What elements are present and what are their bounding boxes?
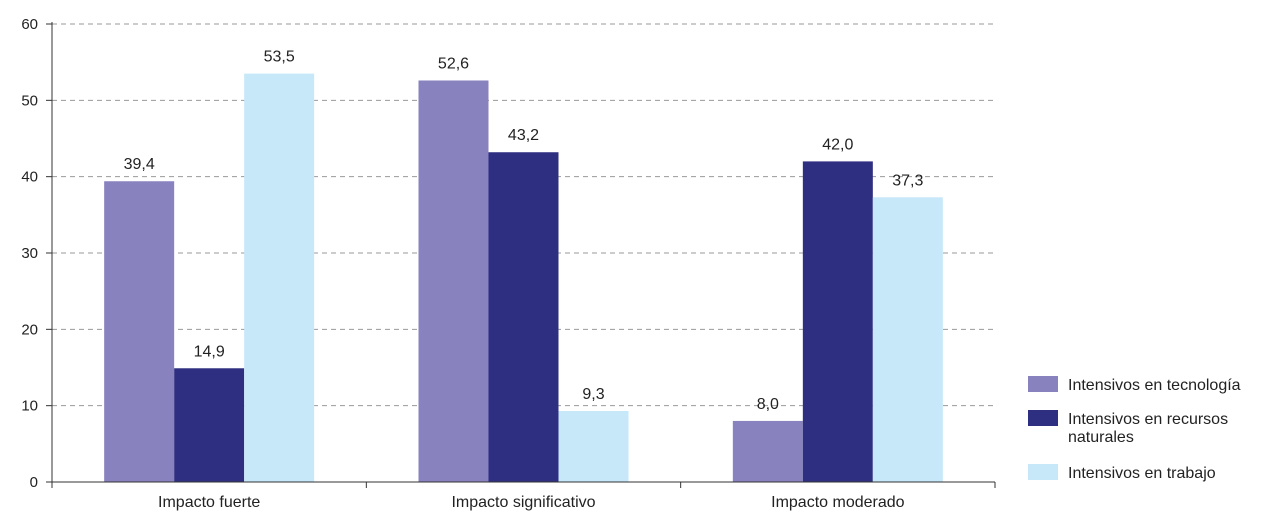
- bar: [558, 411, 629, 482]
- bar: [244, 73, 315, 482]
- bar: [732, 420, 803, 482]
- legend-label: Intensivos en recursos: [1068, 411, 1228, 428]
- data-label: 43,2: [508, 127, 539, 144]
- y-tick-label: 40: [21, 169, 38, 186]
- data-label: 53,5: [264, 49, 295, 66]
- bar: [418, 80, 489, 482]
- legend-swatch: [1028, 464, 1058, 480]
- data-label: 52,6: [438, 55, 469, 72]
- data-label: 37,3: [892, 172, 923, 189]
- data-label: 42,0: [822, 136, 853, 153]
- y-tick-label: 20: [21, 321, 38, 338]
- category-label: Impacto fuerte: [158, 494, 260, 511]
- legend-swatch: [1028, 410, 1058, 426]
- bar: [872, 197, 943, 482]
- category-label: Impacto significativo: [451, 494, 595, 511]
- bar: [488, 152, 559, 483]
- bar: [104, 181, 175, 482]
- data-label: 8,0: [757, 396, 779, 413]
- legend-label: naturales: [1068, 429, 1134, 446]
- category-label: Impacto moderado: [771, 494, 905, 511]
- legend-label: Intensivos en tecnología: [1068, 377, 1241, 394]
- y-tick-label: 60: [21, 16, 38, 33]
- y-tick-label: 10: [21, 398, 38, 415]
- data-label: 14,9: [194, 343, 225, 360]
- data-label: 39,4: [124, 156, 155, 173]
- bar: [174, 368, 245, 482]
- data-label: 9,3: [582, 386, 604, 403]
- y-tick-label: 50: [21, 92, 38, 109]
- y-tick-label: 30: [21, 245, 38, 262]
- y-tick-label: 0: [30, 474, 38, 491]
- bar: [802, 161, 873, 482]
- legend-swatch: [1028, 376, 1058, 392]
- legend-label: Intensivos en trabajo: [1068, 465, 1216, 482]
